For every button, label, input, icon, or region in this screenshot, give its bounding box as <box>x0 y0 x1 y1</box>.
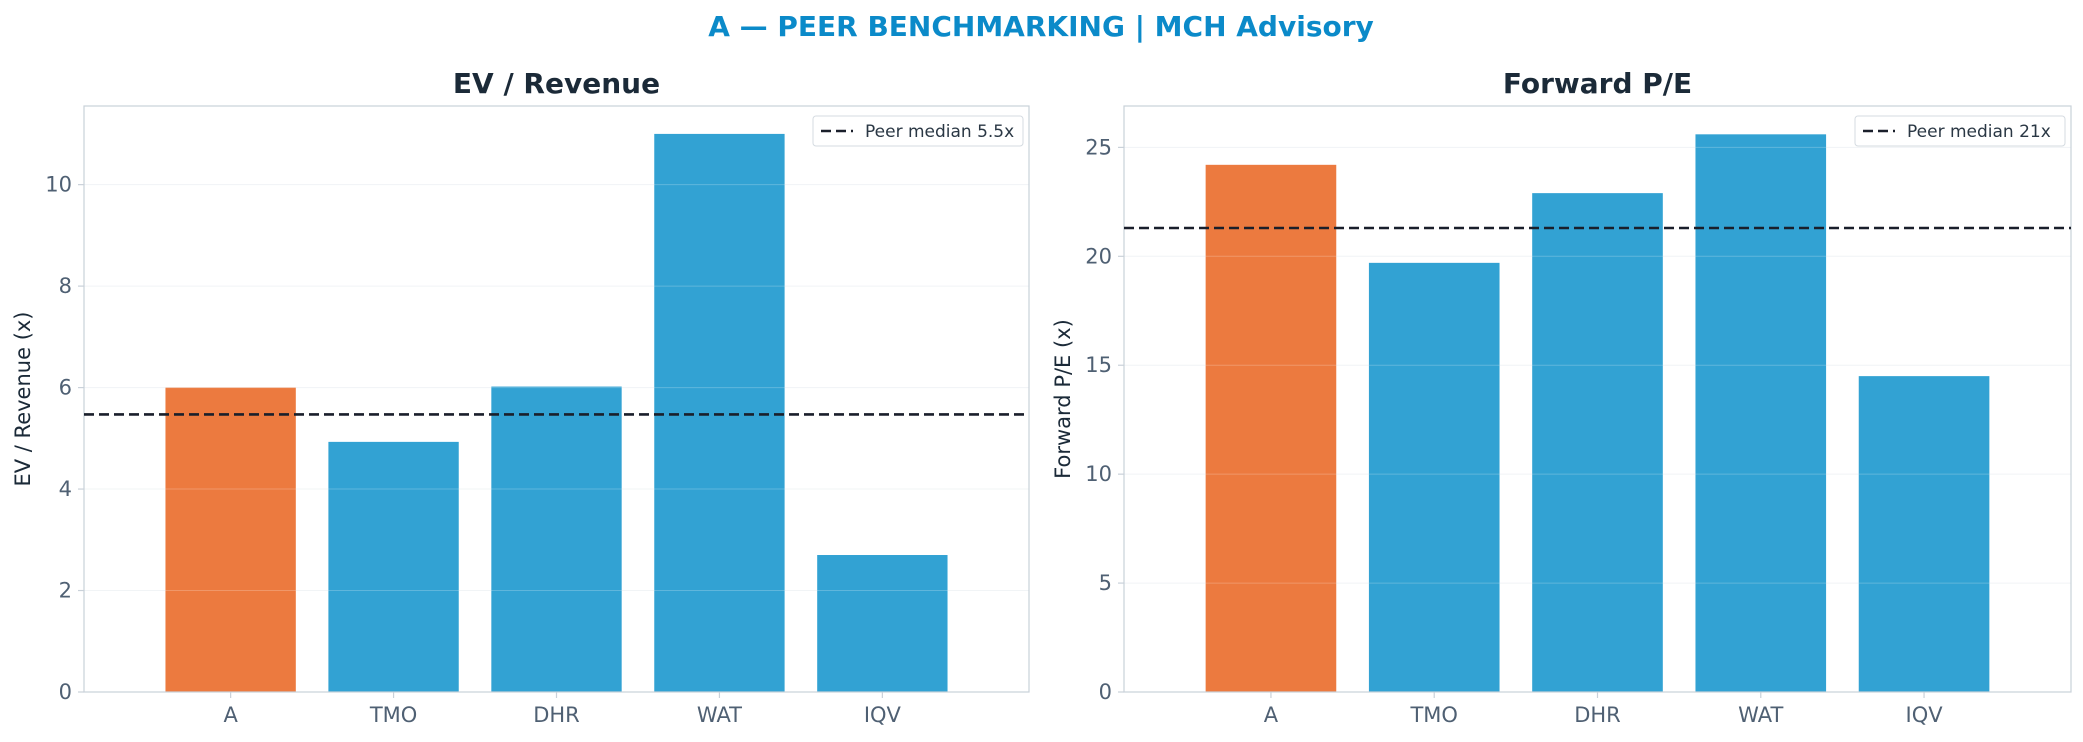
panel2-bar-tmo <box>1368 262 1500 692</box>
panel2-y-tick-label: 5 <box>1099 571 1112 595</box>
panel1-y-tick-label: 0 <box>59 680 72 704</box>
panel1-legend-label: Peer median 5.5x <box>865 122 1014 142</box>
panel1-bar-wat <box>654 133 785 692</box>
panel2-bar-dhr <box>1532 193 1663 692</box>
panel2-x-tick-label: DHR <box>1574 703 1621 727</box>
panel1-x-tick-label: IQV <box>864 703 902 727</box>
panel1-x-tick-label: DHR <box>533 703 580 727</box>
panel1-y-tick-label: 10 <box>45 173 72 197</box>
panel2-y-tick-label: 25 <box>1085 135 1112 159</box>
panel1-bar-iqv <box>817 555 948 692</box>
panel2-bar-a <box>1205 164 1337 692</box>
panel1-y-axis-label: EV / Revenue (x) <box>11 311 35 486</box>
panel1-bar-a <box>165 387 296 692</box>
panel2-x-tick-label: IQV <box>1906 703 1944 727</box>
panel1-y-tick-label: 2 <box>59 579 72 603</box>
panel2-x-tick-label: WAT <box>1738 703 1783 727</box>
panel1-y-tick-label: 6 <box>59 376 72 400</box>
panel1-title: EV / Revenue <box>453 67 660 100</box>
panel2-y-tick-label: 15 <box>1085 353 1112 377</box>
panel1-legend-box <box>812 115 1024 147</box>
panel1-x-tick-label: WAT <box>697 703 742 727</box>
panel1-y-tick-label: 8 <box>59 274 72 298</box>
panel2-y-tick-label: 20 <box>1085 244 1112 268</box>
panel1-bar-tmo <box>328 441 459 692</box>
panel2-y-axis-label: Forward P/E (x) <box>1051 319 1075 479</box>
panel1-x-tick-label: A <box>223 703 238 727</box>
panel2-bar-wat <box>1695 134 1827 692</box>
panel2-y-tick-label: 10 <box>1085 462 1112 486</box>
panel2-bar-iqv <box>1858 376 1990 692</box>
panel2-x-tick-label: A <box>1264 703 1279 727</box>
panel2-y-tick-label: 0 <box>1099 680 1112 704</box>
panel2-legend-label: Peer median 21x <box>1907 122 2051 142</box>
figure-title: A — PEER BENCHMARKING | MCH Advisory <box>708 10 1374 43</box>
panel2-x-tick-label: TMO <box>1409 703 1457 727</box>
panel2-title: Forward P/E <box>1503 67 1692 100</box>
panel2-legend-box <box>1854 115 2066 147</box>
panel1-bar-dhr <box>491 386 622 692</box>
panel1-y-tick-label: 4 <box>59 477 72 501</box>
panel1-x-tick-label: TMO <box>369 703 417 727</box>
